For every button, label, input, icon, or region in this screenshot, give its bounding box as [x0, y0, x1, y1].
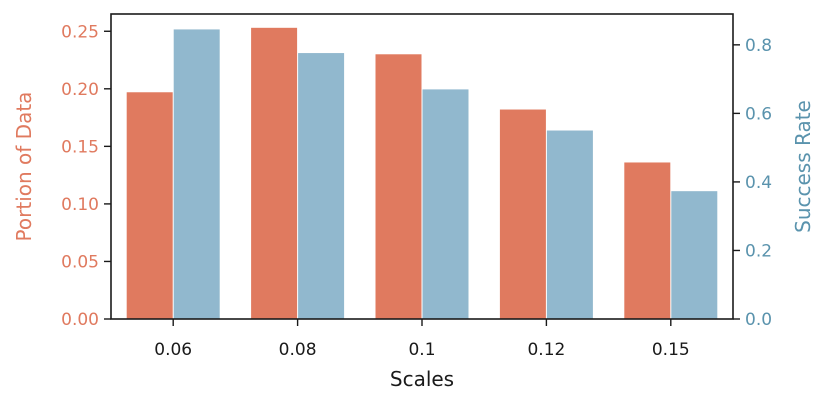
- success-bar-0.15: [671, 191, 718, 319]
- x-axis-title: Scales: [390, 367, 454, 391]
- left-axis-title: Portion of Data: [12, 92, 36, 242]
- portion-bar-0.08: [251, 27, 298, 320]
- portion-bar-0.1: [375, 54, 422, 319]
- right-axis-ticks: 0.0 0.2 0.4 0.6 0.8: [733, 36, 772, 330]
- x-tick-label: 0.15: [652, 340, 690, 360]
- portion-bar-0.12: [499, 109, 546, 319]
- portion-bar-0.15: [624, 162, 671, 319]
- right-tick-label: 0.6: [745, 104, 772, 124]
- left-tick-label: 0.10: [61, 195, 99, 215]
- left-tick-label: 0.15: [61, 137, 99, 157]
- left-tick-label: 0.00: [61, 310, 99, 330]
- success-bar-0.1: [422, 89, 469, 320]
- success-bar-0.08: [298, 53, 345, 320]
- x-axis-ticks: 0.06 0.08 0.1 0.12 0.15: [154, 319, 690, 360]
- left-tick-label: 0.25: [61, 22, 99, 42]
- x-tick-label: 0.08: [279, 340, 317, 360]
- x-tick-label: 0.06: [154, 340, 192, 360]
- left-axis-ticks: 0.00 0.05 0.10 0.15 0.20 0.25: [61, 22, 111, 330]
- right-tick-label: 0.2: [745, 241, 772, 261]
- right-tick-label: 0.8: [745, 36, 772, 56]
- bars-group: [126, 27, 718, 320]
- right-axis-title: Success Rate: [791, 100, 815, 233]
- x-tick-label: 0.12: [527, 340, 565, 360]
- right-tick-label: 0.4: [745, 173, 772, 193]
- left-tick-label: 0.05: [61, 252, 99, 272]
- success-bar-0.12: [546, 130, 593, 319]
- left-tick-label: 0.20: [61, 80, 99, 100]
- x-tick-label: 0.1: [408, 340, 435, 360]
- portion-bar-0.06: [126, 92, 173, 319]
- right-tick-label: 0.0: [745, 310, 772, 330]
- success-bar-0.06: [173, 29, 220, 319]
- plot-frame: [110, 13, 734, 320]
